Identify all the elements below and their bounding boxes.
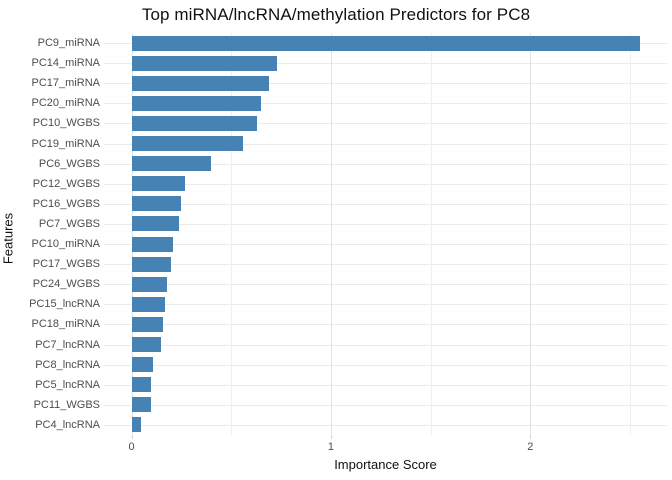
y-gridline — [104, 244, 667, 246]
bar-PC4_lncRNA — [131, 417, 142, 433]
bar-PC7_WGBS — [131, 216, 180, 232]
y-gridline — [104, 344, 667, 346]
bar-PC17_miRNA — [131, 75, 270, 91]
y-tick-label: PC19_miRNA — [31, 137, 100, 150]
x-tick-mark — [131, 435, 133, 439]
y-gridline — [104, 103, 667, 105]
bar-PC10_miRNA — [131, 236, 174, 252]
plot-panel — [104, 33, 667, 435]
y-tick-label: PC17_WGBS — [32, 258, 100, 271]
y-tick-label: PC16_WGBS — [32, 197, 100, 210]
x-tick-mark — [330, 435, 332, 439]
bar-PC15_lncRNA — [131, 296, 166, 312]
y-tick-label: PC24_WGBS — [32, 278, 100, 291]
y-tick-label: PC18_miRNA — [31, 318, 100, 331]
y-tick-label: PC8_lncRNA — [35, 358, 100, 371]
x-major-gridline — [530, 33, 532, 435]
y-tick-label: PC10_WGBS — [32, 117, 100, 130]
y-gridline — [104, 183, 667, 185]
x-minor-gridline — [430, 33, 432, 435]
x-tick-label: 1 — [327, 441, 334, 453]
bar-PC12_WGBS — [131, 176, 186, 192]
y-tick-label: PC17_miRNA — [31, 77, 100, 90]
y-gridline — [104, 163, 667, 165]
bar-PC10_WGBS — [131, 115, 258, 131]
bar-PC11_WGBS — [131, 397, 152, 413]
y-gridline — [104, 324, 667, 326]
y-gridline — [104, 364, 667, 366]
y-tick-label: PC11_WGBS — [33, 398, 100, 411]
y-gridline — [104, 223, 667, 225]
y-tick-label: PC20_miRNA — [31, 97, 100, 110]
chart-title: Top miRNA/lncRNA/methylation Predictors … — [141, 5, 531, 24]
bar-PC20_miRNA — [131, 95, 262, 111]
y-tick-label: PC4_lncRNA — [35, 418, 100, 431]
y-gridline — [104, 123, 667, 125]
y-tick-label: PC15_lncRNA — [29, 298, 100, 311]
y-gridline — [104, 203, 667, 205]
x-major-gridline — [131, 33, 133, 435]
y-gridline — [104, 264, 667, 266]
y-tick-label: PC7_lncRNA — [35, 338, 100, 351]
x-minor-gridline — [231, 33, 233, 435]
y-tick-label: PC6_WGBS — [38, 157, 100, 170]
x-tick-label: 2 — [527, 441, 534, 453]
y-gridline — [104, 63, 667, 65]
x-axis-title: Importance Score — [334, 457, 437, 472]
y-gridline — [104, 143, 667, 145]
bar-PC14_miRNA — [131, 55, 278, 71]
y-tick-label: PC12_WGBS — [32, 177, 100, 190]
bar-PC19_miRNA — [131, 136, 244, 152]
y-gridline — [104, 424, 667, 426]
bar-PC24_WGBS — [131, 276, 168, 292]
x-major-gridline — [330, 33, 332, 435]
y-gridline — [104, 83, 667, 85]
y-tick-label: PC5_lncRNA — [35, 378, 100, 391]
y-tick-label: PC10_miRNA — [31, 238, 100, 251]
y-tick-labels: PC9_miRNA PC14_miRNA PC17_miRNA PC20_miRNA P… — [0, 33, 100, 435]
y-tick-label: PC9_miRNA — [37, 37, 100, 50]
bar-PC9_miRNA — [131, 35, 640, 51]
bar-PC16_WGBS — [131, 196, 182, 212]
bar-PC17_WGBS — [131, 256, 172, 272]
y-gridline — [104, 384, 667, 386]
bar-PC5_lncRNA — [131, 377, 152, 393]
y-gridline — [104, 284, 667, 286]
x-tick-label: 0 — [128, 441, 135, 453]
bar-PC8_lncRNA — [131, 357, 154, 373]
y-gridline — [104, 404, 667, 406]
y-tick-label: PC14_miRNA — [31, 57, 100, 70]
bar-PC18_miRNA — [131, 316, 164, 332]
bar-PC7_lncRNA — [131, 337, 162, 353]
y-gridline — [104, 304, 667, 306]
y-tick-label: PC7_WGBS — [38, 217, 100, 230]
bar-PC6_WGBS — [131, 156, 212, 172]
x-tick-mark — [530, 435, 532, 439]
x-minor-gridline — [630, 33, 631, 435]
